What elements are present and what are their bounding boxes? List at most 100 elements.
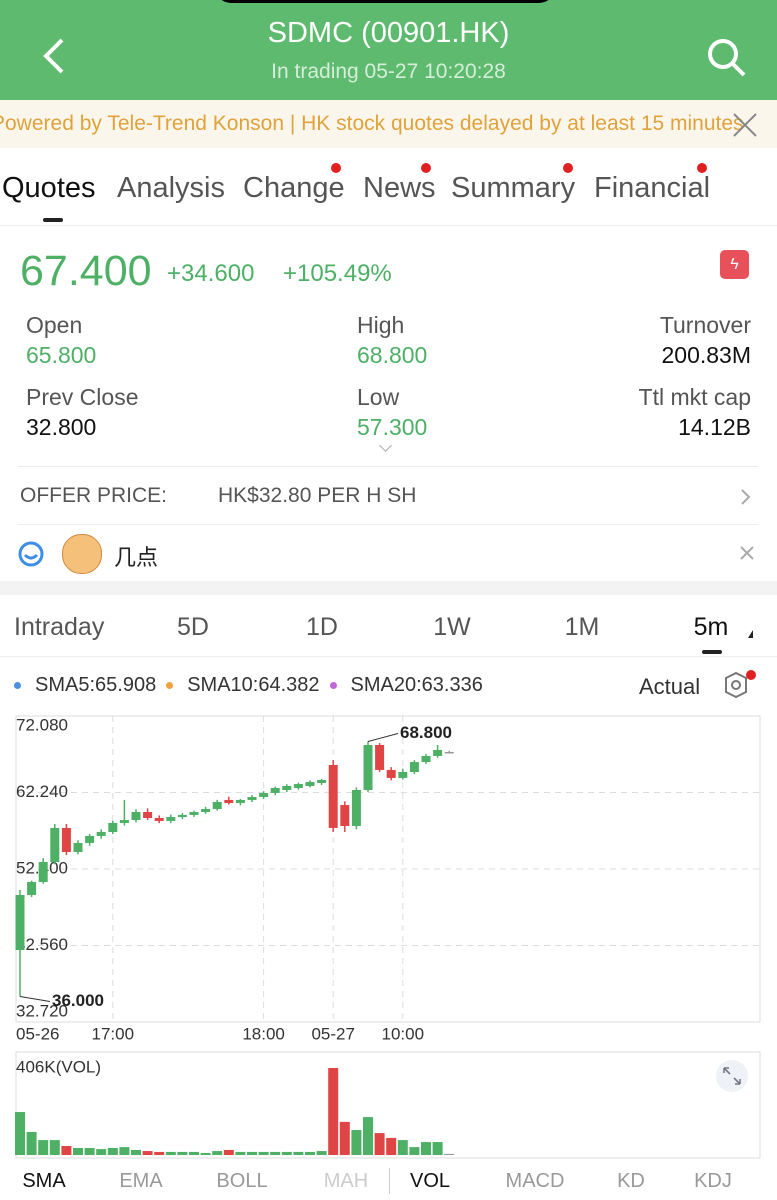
badge-dot <box>421 163 431 173</box>
back-button[interactable] <box>38 36 72 76</box>
expand-button[interactable] <box>716 1060 748 1092</box>
period-tab[interactable]: Intraday <box>14 613 105 641</box>
volume-bar <box>189 1151 199 1155</box>
indicator-tab[interactable]: KDJ <box>694 1170 732 1192</box>
x-tick-label: 05-27 <box>311 1024 354 1043</box>
volume-bar <box>177 1151 188 1155</box>
field-label: High <box>357 312 405 338</box>
divider <box>18 466 758 467</box>
volume-bar <box>131 1149 141 1155</box>
expand-arrow <box>379 439 392 452</box>
volume-bar <box>26 1131 37 1155</box>
period-tab[interactable]: 1D <box>306 613 338 641</box>
tab[interactable]: Summary <box>451 172 576 204</box>
candle-body <box>444 751 454 754</box>
candle-body <box>409 762 419 772</box>
avatar[interactable] <box>62 534 102 574</box>
y-tick-label: 42.560 <box>16 935 68 954</box>
change-pct: +105.49% <box>283 260 392 287</box>
price-mode[interactable]: Actual <box>639 674 701 699</box>
chart: 72.08062.24052.40042.56032.72005-2617:00… <box>15 715 761 1159</box>
candle-body <box>27 881 37 895</box>
candle-body <box>154 818 164 821</box>
volume-bar <box>432 1142 443 1155</box>
y-tick-label: 32.720 <box>16 1001 68 1020</box>
offer-label: OFFER PRICE: <box>20 484 168 507</box>
volume-bar <box>119 1147 130 1155</box>
indicator-tab[interactable]: BOLL <box>216 1170 268 1192</box>
tab[interactable]: Analysis <box>117 172 225 204</box>
volume-bar <box>374 1133 385 1155</box>
flash-icon[interactable]: ϟ <box>720 250 749 279</box>
volume-bar <box>293 1151 304 1155</box>
settings-icon[interactable] <box>722 670 756 704</box>
badge-dot <box>697 163 707 173</box>
volume-bar <box>73 1147 83 1155</box>
tab[interactable]: Quotes <box>2 172 96 204</box>
tab[interactable]: News <box>363 172 436 204</box>
volume-bar <box>15 1112 25 1155</box>
field-value: 32.800 <box>26 414 97 440</box>
field-value: 57.300 <box>357 414 428 440</box>
period-tab[interactable]: 1M <box>564 613 600 641</box>
candle-body <box>259 792 269 798</box>
period-tab[interactable]: 1W <box>433 613 471 641</box>
tab[interactable]: Financial <box>594 172 711 204</box>
indicator-tab[interactable]: KD <box>617 1170 645 1192</box>
offer-arrow[interactable] <box>740 488 752 506</box>
indicator-tab[interactable]: MAH <box>323 1170 369 1192</box>
field-label: Ttl mkt cap <box>638 384 751 410</box>
volume-bar <box>165 1151 176 1155</box>
chat-close[interactable] <box>740 546 754 560</box>
chat-icon[interactable] <box>16 539 46 569</box>
banner-bg: Powered by Tele-Trend Konson | HK stock … <box>0 100 777 148</box>
candle-body <box>61 827 71 852</box>
y-tick-label: 62.240 <box>16 782 68 801</box>
volume-bar <box>38 1140 49 1155</box>
indicator-tab[interactable]: VOL <box>409 1170 451 1192</box>
field-value: 200.83M <box>661 342 751 368</box>
volume-bar <box>339 1121 350 1155</box>
tab[interactable]: Change <box>243 172 345 204</box>
divider <box>18 524 758 525</box>
indicator-tab[interactable]: EMA <box>119 1170 163 1192</box>
candle-body <box>328 764 338 828</box>
volume-bar <box>200 1153 211 1155</box>
price: 67.400 <box>20 247 152 295</box>
candle-body <box>421 755 431 763</box>
x-tick-label: 05-26 <box>16 1024 59 1043</box>
volume-label: 406K(VOL) <box>16 1057 101 1076</box>
indicator-tab[interactable]: MACD <box>505 1170 565 1192</box>
candle-body <box>119 820 129 823</box>
candle-body <box>166 816 176 821</box>
indicator-tab[interactable]: SMA <box>22 1170 66 1192</box>
banner-close[interactable] <box>732 112 758 138</box>
search-button[interactable] <box>705 36 749 80</box>
period-tab[interactable]: 5D <box>177 613 209 641</box>
badge-dot <box>563 163 573 173</box>
volume-bar <box>281 1151 292 1155</box>
volume-bar <box>142 1151 153 1155</box>
volume-bar <box>212 1151 223 1155</box>
period-tab[interactable]: 5m <box>693 613 729 641</box>
candle-body <box>363 744 373 791</box>
annotation-line <box>367 733 399 742</box>
field-label: Turnover <box>659 312 751 338</box>
x-tick-label: 18:00 <box>242 1024 285 1043</box>
field-value: 14.12B <box>678 414 751 440</box>
expand-glyph <box>723 1067 741 1085</box>
y-tick-label: 72.080 <box>16 715 68 734</box>
field-value: 65.800 <box>26 342 97 368</box>
volume-bar <box>84 1147 95 1155</box>
period-dropdown <box>748 630 753 638</box>
volume-bar <box>444 1153 455 1155</box>
volume-frame <box>15 1051 761 1159</box>
candle-body <box>340 805 350 827</box>
candle-body <box>108 822 118 832</box>
period-underline <box>702 650 722 654</box>
volume-bar <box>154 1151 165 1155</box>
candle-body <box>305 782 315 786</box>
candle-body <box>177 814 187 817</box>
candle-body <box>38 862 48 882</box>
volume-bar <box>397 1140 408 1155</box>
